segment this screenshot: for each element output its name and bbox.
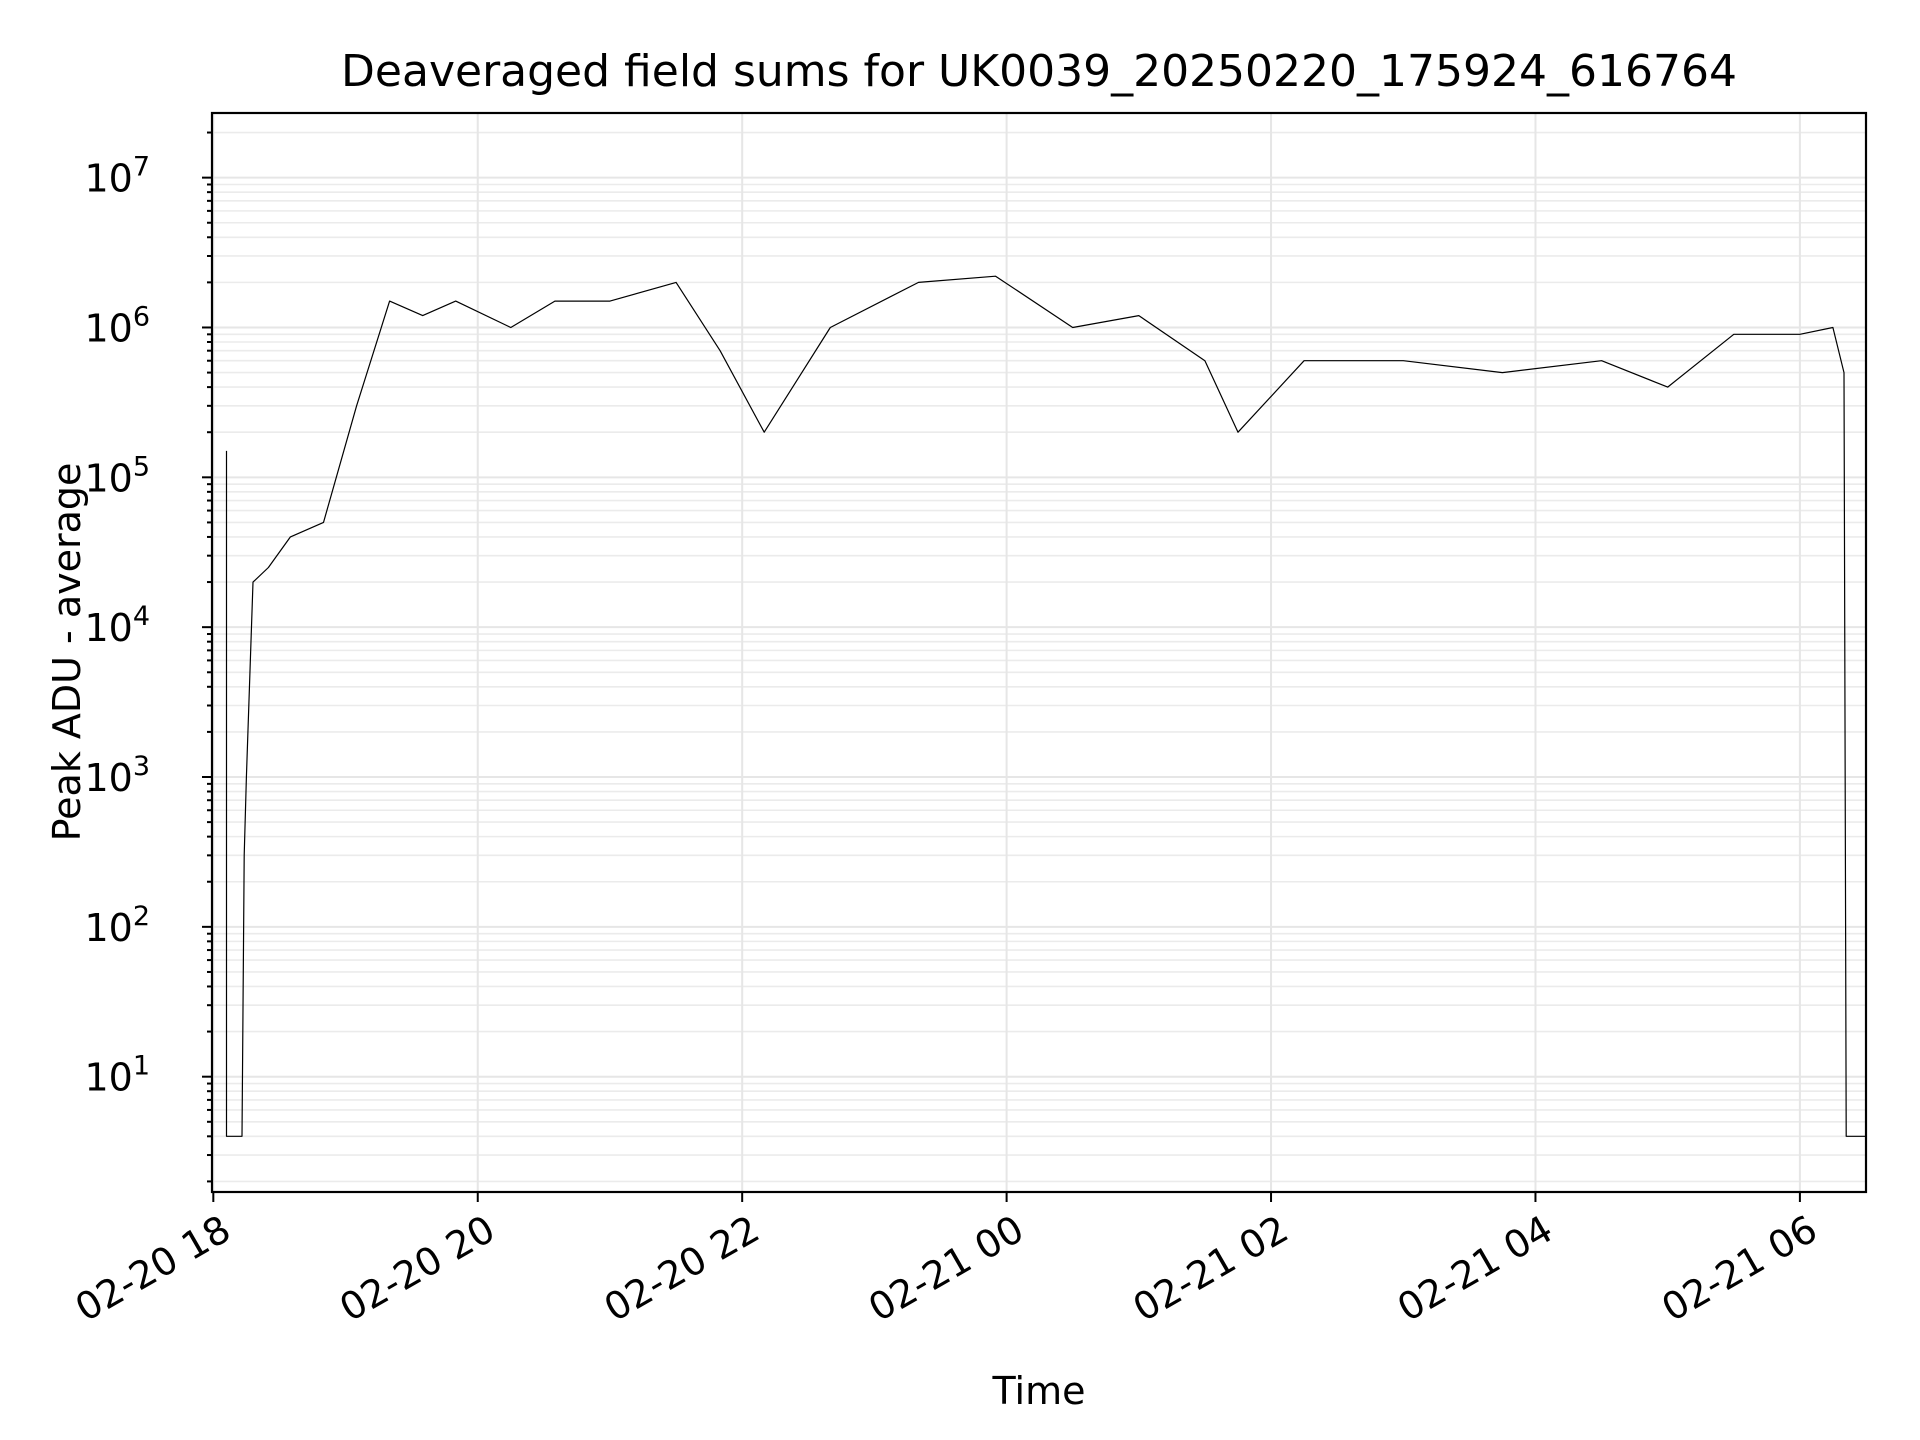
y-tick-label: 106	[84, 301, 150, 350]
x-tick-label: 02-21 02	[1126, 1207, 1296, 1331]
x-tick-label: 02-20 22	[597, 1207, 767, 1331]
y-tick-label: 103	[84, 751, 150, 800]
y-tick-label: 104	[84, 601, 150, 650]
y-axis-label: Peak ADU - average	[45, 463, 89, 842]
x-tick-label: 02-21 06	[1654, 1207, 1824, 1331]
y-tick-label: 107	[84, 152, 150, 201]
plot-frame	[210, 111, 1868, 1194]
grid	[212, 113, 1866, 1192]
series-layer	[225, 275, 1866, 1137]
x-tick-label: 02-20 20	[332, 1207, 502, 1331]
series-line	[225, 275, 1866, 1137]
y-tick-label: 101	[84, 1051, 150, 1100]
x-axis: 02-20 18 02-20 20 02-20 22 02-21 00 02-21 02…	[68, 1192, 1824, 1331]
x-axis-label: Time	[992, 1369, 1086, 1413]
x-tick-label: 02-20 18	[68, 1207, 238, 1331]
x-tick-label: 02-21 00	[861, 1207, 1031, 1331]
x-tick-label: 02-21 04	[1390, 1207, 1560, 1331]
chart-title: Deaveraged field sums for UK0039_2025022…	[341, 46, 1737, 97]
y-tick-label: 102	[84, 901, 150, 950]
y-axis: 101 102 103 104 105 106 107	[84, 131, 212, 1183]
y-tick-label: 105	[84, 451, 150, 500]
